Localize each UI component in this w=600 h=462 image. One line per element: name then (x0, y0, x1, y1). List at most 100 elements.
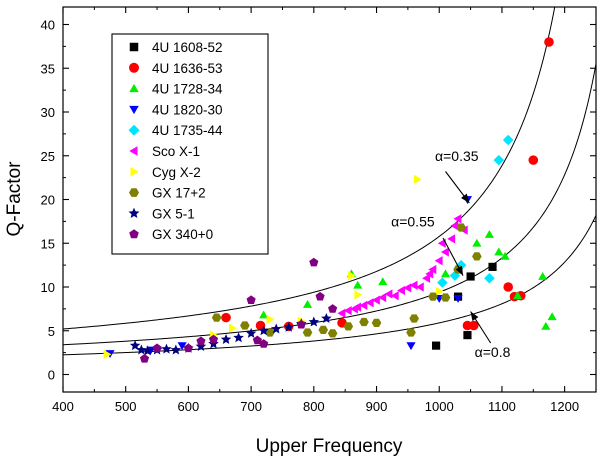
data-point-series-8 (371, 318, 382, 328)
data-point-series-7 (266, 314, 275, 324)
data-point-series-6 (359, 300, 368, 310)
data-point-series-6 (378, 292, 387, 303)
data-point-series-3 (472, 238, 482, 247)
annotation-arrow-head (461, 193, 470, 203)
data-point-series-5 (437, 277, 448, 288)
x-tick-label: 400 (52, 399, 74, 414)
data-point-series-6 (440, 247, 449, 257)
legend-marker (129, 188, 139, 197)
data-point-series-3 (484, 229, 494, 238)
data-point-series-5 (484, 272, 495, 284)
legend-entry-label: 4U 1820-30 (152, 102, 223, 117)
data-point-series-8 (409, 314, 419, 323)
legend-marker (129, 229, 139, 239)
x-tick-label: 800 (303, 399, 325, 414)
legend-entry-label: GX 340+0 (152, 227, 213, 242)
data-point-series-7 (228, 323, 237, 333)
legend-entry-label: Sco X-1 (152, 144, 200, 159)
annotation-label-3: α=0.8 (475, 344, 511, 360)
y-tick-label: 15 (41, 236, 55, 251)
data-point-series-9 (258, 325, 269, 336)
data-point-series-9 (321, 312, 332, 323)
data-point-series-9 (170, 344, 182, 355)
data-point-series-6 (353, 302, 362, 312)
x-tick-label: 500 (115, 399, 137, 414)
data-point-series-8 (327, 329, 338, 338)
data-point-series-3 (538, 271, 548, 280)
data-point-series-10 (196, 336, 206, 346)
data-point-series-8 (456, 223, 466, 232)
data-point-series-2 (503, 282, 514, 292)
data-point-series-3 (259, 310, 269, 319)
x-tick-label: 1000 (425, 399, 454, 414)
data-point-series-9 (129, 340, 141, 351)
data-point-series-5 (449, 270, 461, 281)
data-point-series-7 (348, 271, 357, 281)
data-point-series-8 (440, 293, 451, 302)
y-axis-label: Q-Factor (4, 161, 25, 237)
data-point-series-6 (437, 238, 446, 248)
data-point-series-8 (265, 328, 275, 337)
ticks-layer: 400 500 600 700 800 900 1000 1100 1200 0 5 10 15 20 25… (41, 7, 596, 414)
data-point-series-6 (450, 221, 459, 231)
data-point-series-8 (240, 321, 250, 330)
data-point-series-6 (365, 298, 374, 308)
data-point-series-6 (384, 289, 393, 299)
data-point-series-9 (270, 323, 282, 334)
data-point-series-9 (136, 344, 147, 355)
y-tick-label: 0 (48, 368, 55, 383)
data-point-series-3 (440, 269, 451, 278)
data-point-series-7 (354, 290, 363, 300)
data-point-series-7 (413, 174, 422, 184)
data-point-series-8 (472, 252, 482, 261)
data-point-series-6 (453, 214, 462, 224)
data-point-series-3 (353, 280, 363, 289)
data-point-series-6 (403, 283, 412, 293)
data-point-series-5 (502, 134, 514, 146)
data-point-series-1 (432, 341, 441, 350)
data-point-series-6 (343, 306, 352, 316)
data-point-series-9 (161, 343, 172, 354)
y-tick-label: 10 (41, 280, 55, 295)
y-tick-label: 30 (41, 105, 55, 120)
data-point-series-9 (233, 332, 244, 343)
data-point-series-10 (139, 353, 150, 363)
y-tick-label: 20 (41, 193, 55, 208)
data-point-series-3 (547, 312, 557, 321)
legend: 4U 1608-52 4U 1636-53 4U 1728-34 4U 1820-30… (111, 33, 269, 255)
data-point-series-3 (513, 291, 523, 300)
model-curve-2 (63, 63, 596, 346)
data-point-series-9 (195, 340, 207, 351)
data-point-series-4 (406, 342, 416, 351)
data-point-series-10 (315, 291, 325, 301)
legend-entry-label: GX 17+2 (152, 186, 206, 201)
data-point-series-10 (296, 319, 306, 329)
data-point-series-4 (453, 295, 463, 303)
data-point-series-6 (428, 264, 437, 275)
data-point-series-10 (259, 339, 269, 348)
data-point-series-5 (493, 154, 505, 166)
legend-entry-label: 4U 1608-52 (152, 40, 223, 55)
data-point-series-1 (466, 272, 475, 281)
data-point-series-8 (359, 317, 369, 327)
data-point-series-3 (541, 321, 551, 330)
x-tick-label: 600 (178, 399, 200, 414)
legend-entry-label: 4U 1735-44 (152, 123, 223, 138)
y-tick-label: 5 (48, 324, 55, 339)
x-tick-label: 700 (240, 399, 262, 414)
data-point-series-8 (406, 328, 416, 337)
legend-marker (129, 42, 139, 52)
legend-marker (129, 62, 139, 73)
data-point-series-10 (328, 304, 338, 313)
data-point-series-9 (220, 333, 232, 344)
model-curve-1 (63, 7, 556, 330)
data-point-series-8 (428, 292, 438, 301)
data-point-series-6 (390, 291, 399, 301)
data-point-series-6 (397, 285, 405, 296)
data-point-series-10 (183, 343, 193, 353)
data-point-series-2 (528, 155, 539, 165)
legend-marker (129, 83, 139, 93)
data-point-series-10 (246, 295, 256, 305)
legend-entry-label: 4U 1636-53 (152, 61, 223, 76)
